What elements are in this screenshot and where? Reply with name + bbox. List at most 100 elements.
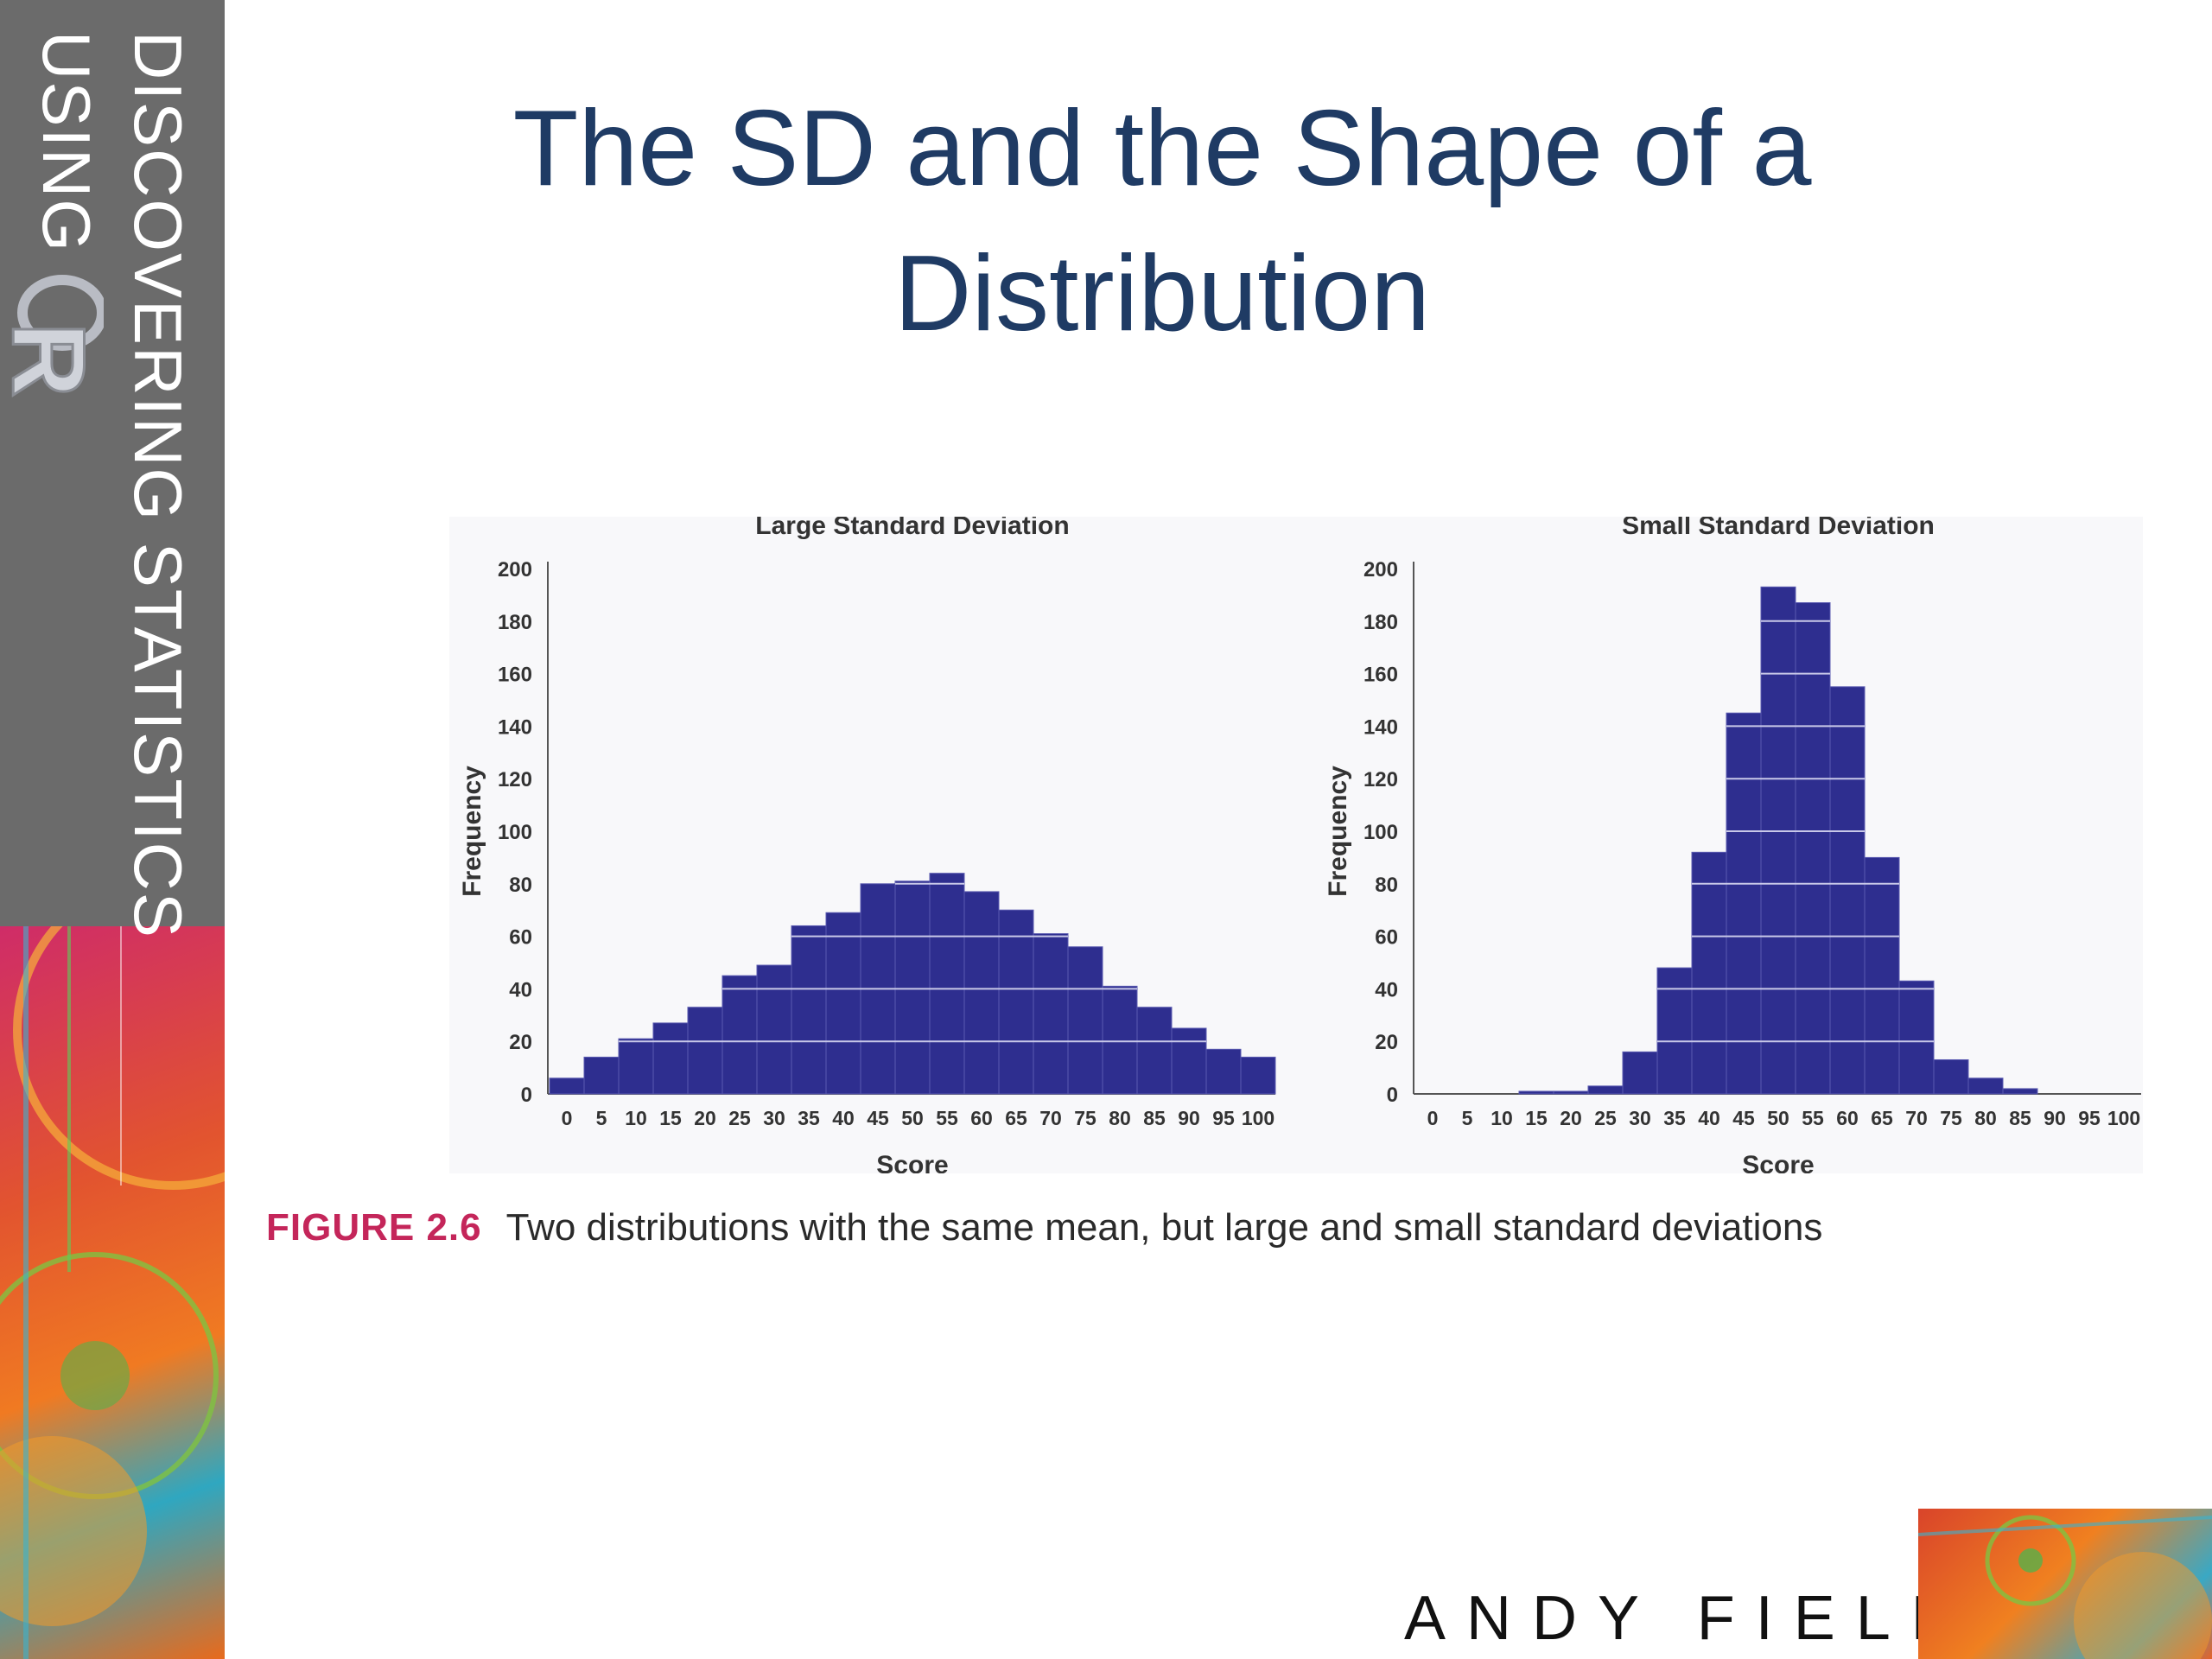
figure-caption-label: FIGURE 2.6 (266, 1206, 482, 1249)
small-sd-x-tick-label: 60 (1836, 1107, 1859, 1129)
small-sd-bar (1933, 1058, 1969, 1095)
small-sd-x-tick-label: 100 (2107, 1107, 2140, 1129)
small-sd-bar (1553, 1090, 1589, 1095)
small-sd-bar (1898, 980, 1935, 1095)
small-sd-bar (1587, 1085, 1624, 1095)
large-sd-x-tick-label: 0 (562, 1107, 573, 1129)
large-sd-bar (1171, 1027, 1207, 1095)
large-sd-bar (756, 964, 792, 1095)
large-sd-bar (652, 1022, 689, 1095)
large-sd-y-tick-label: 180 (498, 611, 532, 634)
corner-decorative-art (1918, 1509, 2212, 1659)
large-sd-bar (1067, 946, 1103, 1095)
small-sd-bar (1656, 967, 1693, 1095)
small-sd-x-tick-label: 80 (1974, 1107, 1997, 1129)
small-sd-x-tick-label: 70 (1905, 1107, 1928, 1129)
large-sd-x-tick-label: 65 (1005, 1107, 1027, 1129)
large-sd-y-tick-label: 60 (509, 926, 532, 950)
large-sd-x-tick-label: 50 (901, 1107, 924, 1129)
large-sd-x-tick-label: 55 (936, 1107, 958, 1129)
large-sd-bar (721, 975, 758, 1095)
sidebar-art-swirls (0, 870, 225, 1659)
large-sd-y-tick-label: 0 (521, 1084, 532, 1107)
large-sd-x-tick-label: 95 (1212, 1107, 1235, 1129)
small-sd-bar (1518, 1090, 1554, 1095)
large-sd-x-axis-label: Score (876, 1151, 948, 1173)
large-sd-y-tick-label: 200 (498, 558, 532, 582)
sidebar-gray-panel (0, 0, 225, 926)
small-sd-x-tick-label: 65 (1871, 1107, 1893, 1129)
large-sd-x-tick-label: 10 (625, 1107, 647, 1129)
large-sd-bar (549, 1077, 585, 1095)
large-sd-y-tick-label: 140 (498, 715, 532, 739)
large-sd-x-tick-label: 70 (1039, 1107, 1062, 1129)
small-sd-bar (1967, 1077, 2004, 1095)
small-sd-x-tick-label: 45 (1732, 1107, 1755, 1129)
figure-caption-text: Two distributions with the same mean, bu… (505, 1206, 1823, 1249)
small-sd-x-tick-label: 20 (1560, 1107, 1582, 1129)
figure-caption: FIGURE 2.6 Two distributions with the sam… (266, 1206, 1822, 1249)
small-sd-x-tick-label: 95 (2078, 1107, 2101, 1129)
small-sd-bar (1864, 856, 1900, 1095)
small-sd-x-tick-label: 85 (2009, 1107, 2031, 1129)
small-sd-bar (1760, 586, 1796, 1095)
large-sd-bar (963, 891, 1000, 1095)
histogram-figure: Large Standard Deviation0204060801001201… (458, 512, 2141, 1179)
large-sd-bar (687, 1007, 723, 1095)
r-logo-letter: R (9, 322, 104, 397)
large-sd-chart-title: Large Standard Deviation (755, 517, 1069, 540)
large-sd-bar (583, 1056, 620, 1095)
large-sd-x-tick-label: 75 (1074, 1107, 1096, 1129)
large-sd-x-tick-label: 30 (763, 1107, 785, 1129)
small-sd-x-tick-label: 15 (1525, 1107, 1548, 1129)
r-logo-icon: R (9, 275, 104, 398)
small-sd-y-tick-label: 180 (1363, 611, 1398, 634)
large-sd-bar (1102, 985, 1138, 1095)
small-sd-y-tick-label: 0 (1387, 1084, 1398, 1107)
small-sd-x-tick-label: 50 (1767, 1107, 1789, 1129)
large-sd-bar (791, 925, 827, 1095)
large-sd-x-tick-label: 40 (832, 1107, 855, 1129)
small-sd-x-tick-label: 30 (1629, 1107, 1651, 1129)
small-sd-y-tick-label: 80 (1375, 874, 1398, 897)
large-sd-y-tick-label: 160 (498, 664, 532, 687)
small-sd-x-tick-label: 5 (1462, 1107, 1473, 1129)
large-sd-bar (1205, 1048, 1242, 1095)
small-sd-y-tick-label: 160 (1363, 664, 1398, 687)
large-sd-x-tick-label: 100 (1242, 1107, 1274, 1129)
small-sd-x-tick-label: 10 (1491, 1107, 1513, 1129)
large-sd-bar (1240, 1056, 1276, 1095)
brand-title-line2: USING (29, 31, 105, 254)
small-sd-y-tick-label: 100 (1363, 821, 1398, 844)
small-sd-bar (2002, 1088, 2038, 1095)
large-sd-y-axis-label: Frequency (458, 766, 486, 897)
small-sd-bar (1622, 1051, 1658, 1095)
small-sd-y-tick-label: 140 (1363, 715, 1398, 739)
large-sd-y-tick-label: 20 (509, 1031, 532, 1054)
large-sd-bar (998, 909, 1034, 1095)
large-sd-x-tick-label: 15 (659, 1107, 682, 1129)
brand-title-line1: DISCOVERING STATISTICS (120, 31, 196, 939)
small-sd-x-tick-label: 25 (1594, 1107, 1617, 1129)
small-sd-y-tick-label: 20 (1375, 1031, 1398, 1054)
large-sd-bar (1136, 1007, 1173, 1095)
small-sd-x-tick-label: 75 (1940, 1107, 1962, 1129)
small-sd-y-axis-label: Frequency (1324, 766, 1352, 897)
large-sd-x-tick-label: 20 (694, 1107, 716, 1129)
small-sd-chart-title: Small Standard Deviation (1622, 517, 1935, 540)
large-sd-bar (825, 912, 861, 1095)
small-sd-bar (1691, 851, 1727, 1095)
large-sd-x-tick-label: 35 (798, 1107, 820, 1129)
small-sd-x-tick-label: 0 (1427, 1107, 1439, 1129)
large-sd-y-tick-label: 120 (498, 768, 532, 791)
small-sd-bar (1829, 686, 1866, 1095)
small-sd-y-tick-label: 120 (1363, 768, 1398, 791)
small-sd-x-axis-label: Score (1742, 1151, 1814, 1173)
large-sd-bar (929, 873, 965, 1095)
small-sd-y-tick-label: 60 (1375, 926, 1398, 950)
large-sd-x-tick-label: 90 (1178, 1107, 1200, 1129)
small-sd-bar (1795, 602, 1831, 1095)
large-sd-bar (894, 880, 931, 1095)
large-sd-x-tick-label: 5 (596, 1107, 607, 1129)
large-sd-y-tick-label: 80 (509, 874, 532, 897)
